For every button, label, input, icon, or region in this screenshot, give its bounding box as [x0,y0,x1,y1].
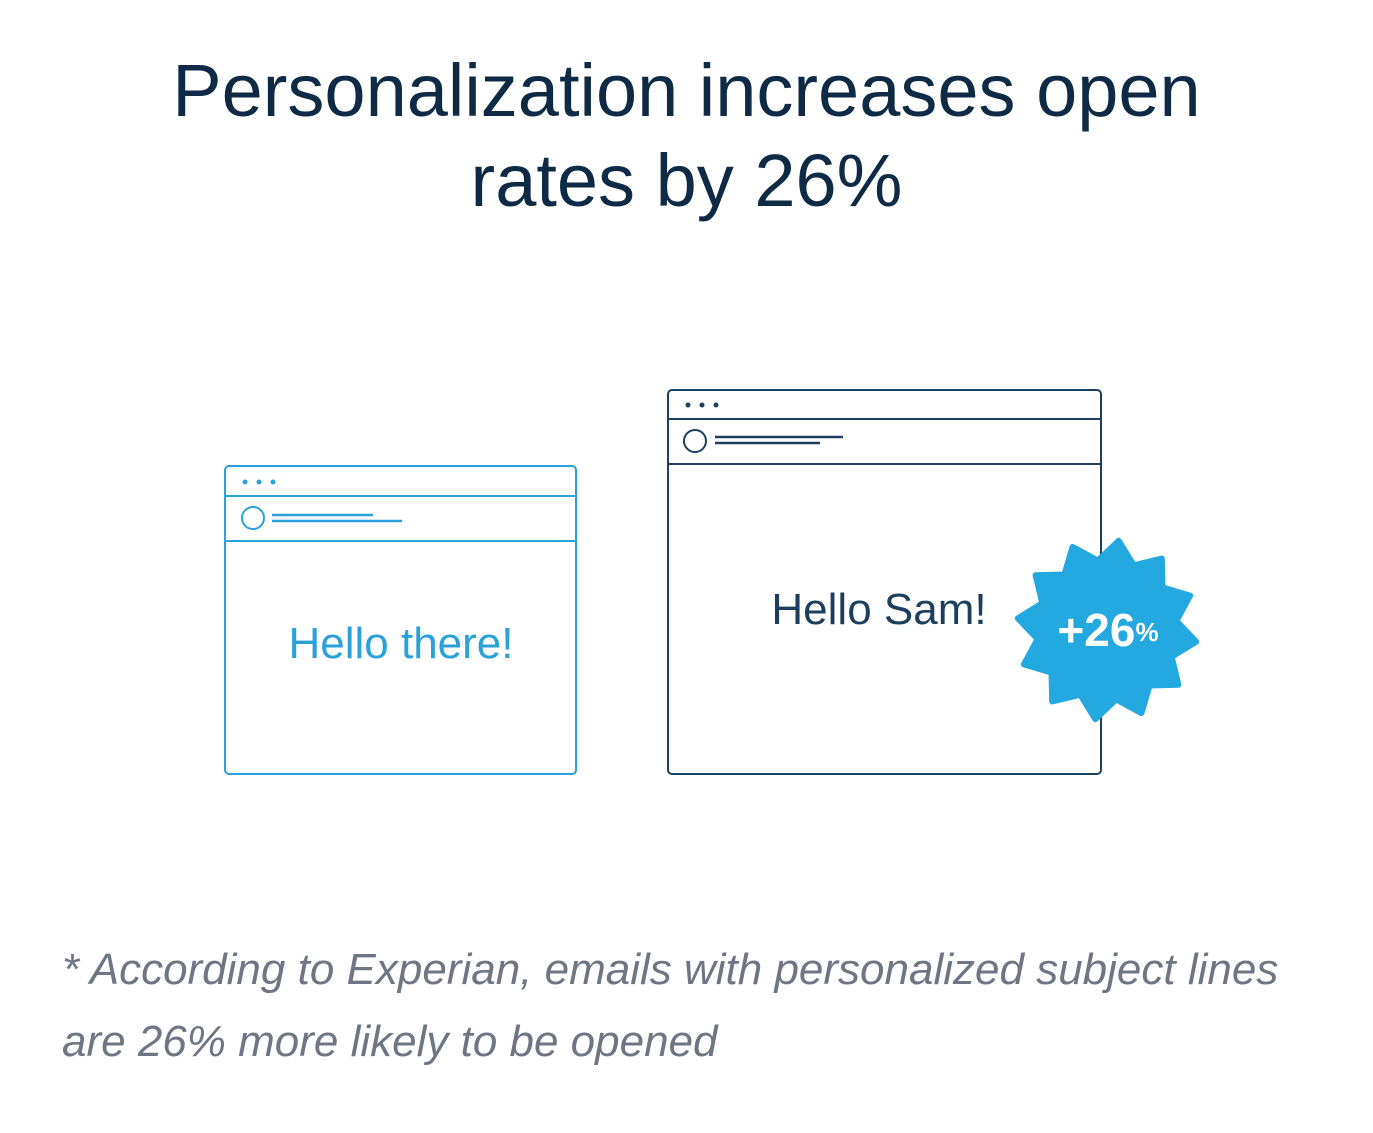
generic-email-greeting: Hello there! [288,619,514,668]
title-line-1: Personalization increases open [172,49,1201,132]
personalized-email-avatar-icon [683,429,707,453]
personalized-email-window-dots-icon [685,402,719,408]
page-title: Personalization increases open rates by … [0,46,1373,226]
badge-label: +26% [1018,602,1198,658]
generic-email-window [224,465,577,775]
footnote: * According to Experian, emails with per… [62,945,1279,1066]
generic-email-frame [224,465,577,775]
badge-value: +26 [1057,604,1136,656]
personalized-email-subject-lines-icon [715,435,843,445]
generic-email-avatar-icon [241,506,265,530]
generic-email-window-dots-icon [242,479,276,485]
title-line-2: rates by 26% [470,139,903,222]
personalized-email-greeting: Hello Sam! [771,585,987,634]
email-comparison-illustration [224,389,1200,775]
generic-email-subject-lines-icon [272,513,402,523]
badge-unit: % [1135,617,1159,647]
starburst-badge-icon [1014,537,1200,723]
